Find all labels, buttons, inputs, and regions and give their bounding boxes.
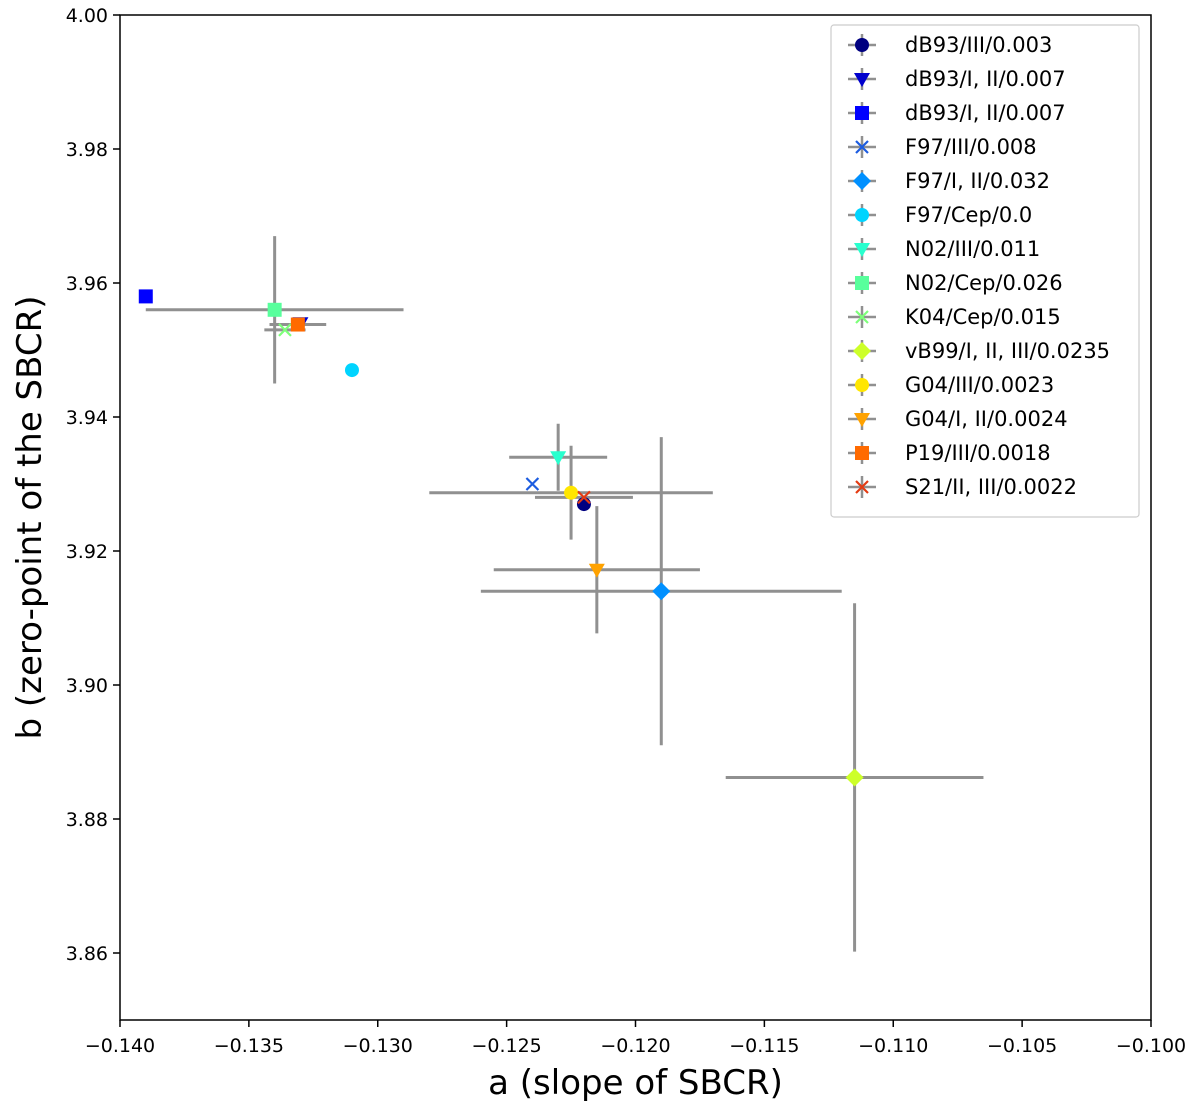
x-tick-label: −0.105 xyxy=(987,1035,1057,1057)
legend-label-6: N02/III/0.011 xyxy=(905,237,1040,261)
legend-label-7: N02/Cep/0.026 xyxy=(905,271,1063,295)
y-tick-label: 3.86 xyxy=(66,943,108,965)
legend-marker-10 xyxy=(855,378,869,392)
data-point-13 xyxy=(577,490,591,505)
y-axis-title: b (zero-point of the SBCR) xyxy=(10,296,50,740)
legend-marker-1 xyxy=(854,73,870,87)
y-tick-label: 3.88 xyxy=(66,809,108,831)
legend-label-12: P19/III/0.0018 xyxy=(905,441,1051,465)
y-tick-label: 3.92 xyxy=(66,541,108,563)
x-tick-label: −0.135 xyxy=(214,1035,284,1057)
legend-label-3: F97/III/0.008 xyxy=(905,135,1037,159)
data-point-12 xyxy=(290,317,305,332)
data-point-9 xyxy=(845,768,864,787)
legend-marker-2 xyxy=(855,106,869,120)
data-point-7 xyxy=(267,302,282,317)
legend-label-13: S21/II, III/0.0022 xyxy=(905,475,1077,499)
data-point-8 xyxy=(278,323,292,337)
legend-marker-3 xyxy=(855,140,869,154)
legend-marker-13 xyxy=(855,480,869,494)
legend-label-0: dB93/III/0.003 xyxy=(905,33,1052,57)
x-tick-label: −0.120 xyxy=(600,1035,670,1057)
y-tick-label: 3.96 xyxy=(66,273,108,295)
axis-ticks: −0.140 −0.135 −0.130 −0.125 −0.120 −0.115 −0.1… xyxy=(66,5,1186,1057)
data-point-4 xyxy=(652,582,671,601)
x-tick-label: −0.110 xyxy=(858,1035,928,1057)
x-tick-label: −0.130 xyxy=(343,1035,413,1057)
x-tick-label: −0.100 xyxy=(1116,1035,1186,1057)
legend-marker-6 xyxy=(854,243,870,257)
data-point-3 xyxy=(525,477,540,491)
legend-marker-11 xyxy=(854,413,870,427)
legend-marker-7 xyxy=(855,276,869,290)
legend-label-5: F97/Cep/0.0 xyxy=(905,203,1032,227)
data-point-2 xyxy=(138,289,153,304)
legend-label-2: dB93/I, II/0.007 xyxy=(905,101,1066,125)
legend-marker-0 xyxy=(855,38,869,52)
legend: dB93/III/0.003 dB93/I, II/0.007 dB93/I, II… xyxy=(830,24,1140,518)
legend-label-8: K04/Cep/0.015 xyxy=(905,305,1061,329)
legend-label-4: F97/I, II/0.032 xyxy=(905,169,1050,193)
legend-label-9: vB99/I, II, III/0.0235 xyxy=(905,339,1110,363)
legend-label-1: dB93/I, II/0.007 xyxy=(905,67,1066,91)
x-axis-title: a (slope of SBCR) xyxy=(488,1063,783,1103)
data-point-0 xyxy=(576,497,591,512)
data-point-11 xyxy=(588,563,605,578)
legend-label-11: G04/I, II/0.0024 xyxy=(905,407,1068,431)
legend-box xyxy=(830,24,1140,518)
legend-label-10: G04/III/0.0023 xyxy=(905,373,1054,397)
data-point-10 xyxy=(564,485,579,500)
data-point-5 xyxy=(344,363,359,378)
data-point-6 xyxy=(550,451,567,466)
x-tick-label: −0.115 xyxy=(729,1035,799,1057)
x-tick-label: −0.125 xyxy=(471,1035,541,1057)
y-tick-label: 3.90 xyxy=(66,675,108,697)
legend-marker-8 xyxy=(855,310,869,324)
y-tick-label: 3.94 xyxy=(66,407,108,429)
markers-layer xyxy=(138,289,864,787)
legend-marker-12 xyxy=(855,446,869,460)
legend-marker-4 xyxy=(853,172,871,190)
x-tick-label: −0.140 xyxy=(85,1035,155,1057)
legend-marker-5 xyxy=(855,208,869,222)
y-tick-label: 4.00 xyxy=(66,5,108,27)
y-tick-label: 3.98 xyxy=(66,139,108,161)
legend-marker-9 xyxy=(853,342,871,360)
